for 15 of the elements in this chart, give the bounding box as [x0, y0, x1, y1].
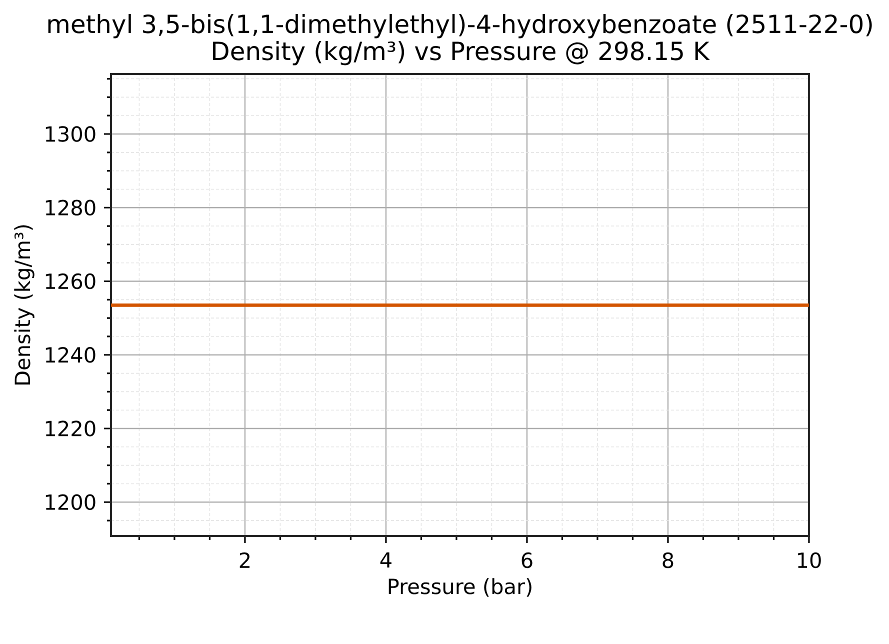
y-tick-label: 1220 — [46, 420, 96, 436]
x-tick-label: 8 — [662, 552, 674, 568]
y-axis-title: Density (kg/m³) — [14, 225, 34, 384]
chart-subtitle: Density (kg/m³) vs Pressure @ 298.15 K — [213, 41, 710, 66]
x-tick-label: 6 — [522, 552, 532, 568]
y-tick-label: 1260 — [46, 273, 96, 290]
x-tick-label: 4 — [380, 552, 392, 568]
y-tick-label: 1280 — [46, 200, 96, 216]
x-tick-label: 10 — [798, 552, 821, 568]
x-tick-label: 2 — [240, 552, 250, 568]
chart-title: methyl 3,5-bis(1,1-dimethylethyl)-4-hydroxybenzoate (2511-22-0) — [48, 14, 872, 38]
x-axis-title: Pressure (bar) — [388, 578, 532, 597]
y-tick-label: 1200 — [46, 494, 96, 510]
y-tick-label: 1240 — [46, 346, 96, 363]
y-tick-label: 1300 — [46, 126, 96, 142]
